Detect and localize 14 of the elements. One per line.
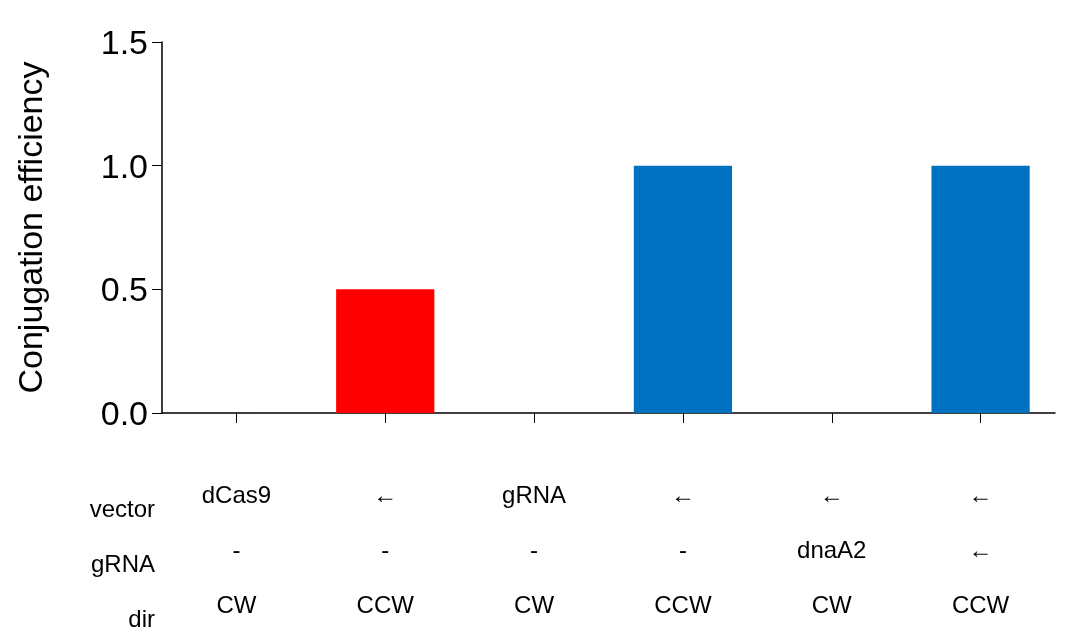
text: vector [89, 494, 155, 522]
x-tick-label: dCas9 - CW [201, 481, 272, 618]
x-tick-label: ← ← CCW [951, 481, 1010, 618]
x-tick-label: ← - CCW [356, 481, 415, 618]
x-tick-label: ← dnaA2 CW [797, 481, 867, 618]
x-tick-label: ← - CCW [654, 481, 712, 618]
y-tick-label: 1.5 [100, 23, 148, 61]
text: gRNA [90, 549, 155, 577]
y-tick-label: 0.0 [100, 394, 148, 432]
y-tick-label: 0.5 [100, 270, 148, 309]
y-axis-title: Conjugation efficiency [11, 61, 49, 394]
x-tick-label: gRNA - CW [502, 481, 567, 618]
text: dir [128, 604, 156, 632]
y-tick-label: 1.0 [100, 146, 148, 185]
